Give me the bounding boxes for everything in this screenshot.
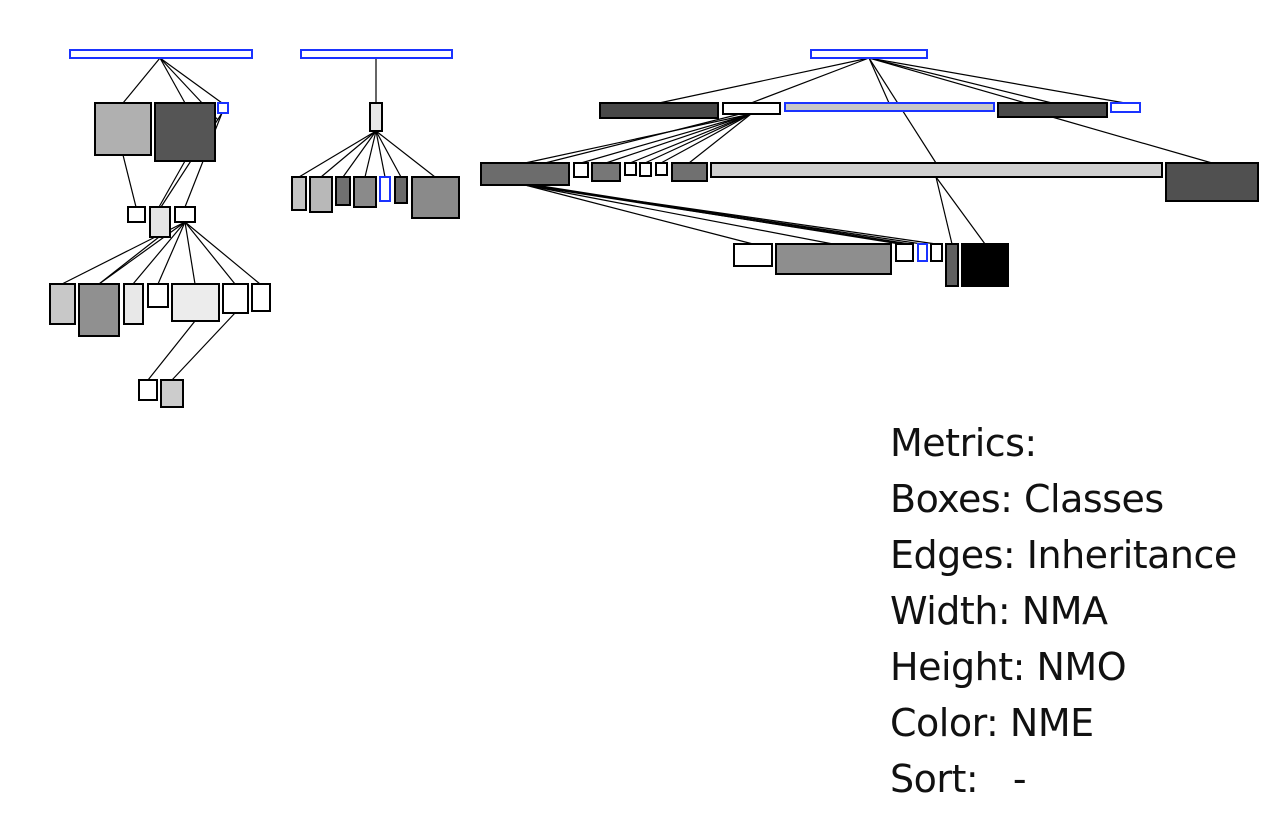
- class-box: [394, 176, 408, 204]
- inheritance-edge: [298, 130, 377, 178]
- class-box: [655, 162, 668, 176]
- class-box: [149, 206, 171, 238]
- class-box: [591, 162, 621, 182]
- inheritance-edge: [580, 113, 752, 164]
- class-box: [309, 176, 333, 213]
- class-box: [171, 283, 220, 322]
- interface-box: [784, 102, 995, 112]
- class-box: [775, 243, 892, 275]
- inheritance-edge: [688, 113, 752, 164]
- class-box: [624, 162, 637, 176]
- interface-box: [69, 49, 253, 59]
- legend-edges: Edges: Inheritance: [890, 533, 1237, 577]
- inheritance-edge: [544, 113, 741, 164]
- inheritance-edge: [171, 312, 236, 381]
- class-box: [945, 243, 959, 287]
- inheritance-edge: [1051, 116, 1213, 164]
- inheritance-edge: [529, 184, 901, 245]
- class-box: [138, 379, 158, 401]
- class-box: [127, 206, 146, 223]
- class-box: [123, 283, 144, 325]
- class-box: [369, 102, 383, 132]
- inheritance-edge: [644, 113, 752, 164]
- inheritance-edge: [524, 184, 754, 245]
- class-box: [147, 283, 169, 308]
- class-box: [154, 102, 216, 162]
- class-box: [573, 162, 589, 178]
- class-box: [733, 243, 773, 267]
- class-box: [722, 102, 781, 115]
- inheritance-edge: [868, 57, 890, 104]
- inheritance-edge: [524, 113, 752, 164]
- class-box: [710, 162, 1163, 178]
- interface-box: [379, 176, 391, 202]
- inheritance-edge: [660, 113, 752, 164]
- inheritance-edge: [320, 130, 377, 178]
- inheritance-edge: [122, 57, 161, 104]
- inheritance-edge: [184, 221, 261, 285]
- inheritance-edge: [868, 57, 1051, 111]
- class-box: [961, 243, 1009, 287]
- inheritance-edge: [122, 154, 137, 208]
- inheritance-edge: [158, 160, 186, 208]
- interface-box: [810, 49, 928, 59]
- legend-boxes: Boxes: Classes: [890, 477, 1164, 521]
- class-box: [174, 206, 196, 223]
- class-boxes: [49, 49, 1259, 408]
- inheritance-edge: [184, 221, 196, 285]
- interface-box: [217, 102, 229, 114]
- class-box: [335, 176, 351, 206]
- inheritance-edge: [159, 57, 223, 104]
- legend-width: Width: NMA: [890, 589, 1108, 633]
- inheritance-edge: [375, 130, 402, 178]
- interface-box: [1110, 102, 1141, 113]
- class-box: [480, 162, 570, 186]
- class-box: [671, 162, 708, 182]
- inheritance-edge: [375, 130, 436, 178]
- metrics-legend: Metrics: Boxes: Classes Edges: Inheritan…: [890, 415, 1270, 807]
- inheritance-edge: [658, 57, 870, 104]
- inheritance-edge: [98, 236, 160, 285]
- inheritance-edge: [750, 57, 870, 104]
- class-box: [639, 162, 652, 177]
- class-box: [930, 243, 943, 262]
- class-box: [160, 379, 184, 408]
- inheritance-edge: [629, 113, 752, 164]
- inheritance-edge: [534, 184, 911, 245]
- inheritance-edge: [159, 57, 186, 104]
- class-box: [49, 283, 76, 325]
- interface-box: [917, 243, 928, 262]
- class-box: [222, 283, 249, 314]
- class-box: [251, 283, 271, 312]
- class-box: [411, 176, 460, 219]
- inheritance-edges: [61, 57, 1213, 381]
- legend-color: Color: NME: [890, 701, 1094, 745]
- legend-sort: Sort: -: [890, 757, 1027, 801]
- inheritance-edge: [184, 221, 236, 285]
- class-box: [997, 102, 1108, 118]
- inheritance-edge: [132, 221, 186, 285]
- class-box: [895, 243, 914, 262]
- class-box: [1165, 162, 1259, 202]
- legend-title: Metrics:: [890, 421, 1037, 465]
- class-box: [599, 102, 719, 119]
- inheritance-edge: [342, 130, 377, 178]
- class-box: [353, 176, 377, 208]
- inheritance-edge: [147, 320, 196, 381]
- class-box: [78, 283, 120, 337]
- inheritance-edge: [868, 57, 1053, 104]
- class-box: [291, 176, 307, 211]
- inheritance-edge: [868, 57, 1126, 104]
- class-box: [94, 102, 152, 156]
- inheritance-edge: [605, 113, 752, 164]
- inheritance-edge: [375, 130, 386, 178]
- legend-height: Height: NMO: [890, 645, 1127, 689]
- inheritance-edge: [157, 221, 186, 285]
- inheritance-edge: [364, 130, 377, 178]
- inheritance-edge: [935, 176, 953, 245]
- inheritance-edge: [524, 184, 834, 245]
- inheritance-edge: [935, 176, 986, 245]
- interface-box: [300, 49, 453, 59]
